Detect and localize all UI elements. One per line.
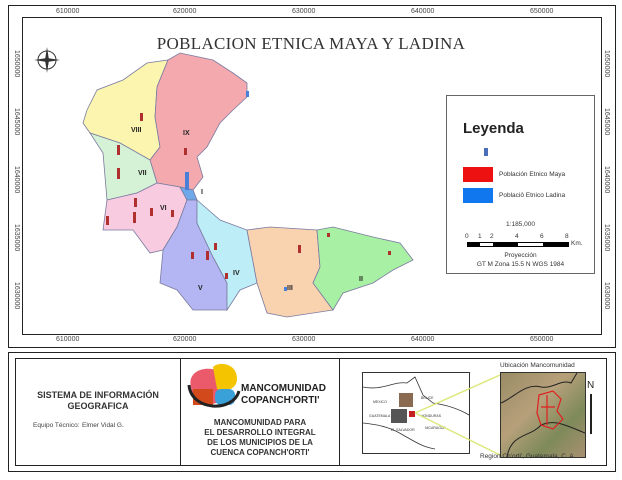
x-tick-top: 630000 xyxy=(292,8,316,15)
org-line: CUENCA COPANCH'ORTI' xyxy=(210,448,310,457)
footer-outer-frame xyxy=(8,352,616,472)
x-tick-bottom: 630000 xyxy=(292,336,316,343)
population-bar-ladina xyxy=(185,172,189,190)
scale-tick: 0 xyxy=(465,233,469,240)
team-label: Equipo Técnico: xyxy=(33,422,80,429)
x-tick-bottom: 640000 xyxy=(411,336,435,343)
projection-value: GT M Zona 15.5 N WGS 1984 xyxy=(476,261,565,268)
scale-tick: 6 xyxy=(540,233,544,240)
scale-tick: 1 xyxy=(478,233,482,240)
population-bar xyxy=(150,208,153,216)
country-label: HONDURAS xyxy=(421,414,442,418)
population-bar xyxy=(298,245,301,253)
population-bar xyxy=(140,113,143,121)
compass-rose-icon xyxy=(34,47,60,73)
org-line: DE LOS MUNICIPIOS DE LA xyxy=(207,438,313,447)
legend-box: Leyenda Población Etnico Maya Poblaciô E… xyxy=(446,95,595,274)
team-name: Elmer Vidal G. xyxy=(82,422,124,429)
central-america-map: MEXICO BELICE GUATEMALA HONDURAS EL SALV… xyxy=(363,376,469,450)
region-label: III xyxy=(287,285,293,292)
scale-tick: 4 xyxy=(515,233,519,240)
footer-inner-frame xyxy=(15,358,607,466)
x-tick-top: 610000 xyxy=(56,8,80,15)
org-line: EL DESARROLLO INTEGRAL xyxy=(204,428,316,437)
country-label: EL SALVADOR xyxy=(391,428,415,432)
legend-label-maya: Población Etnico Maya xyxy=(499,171,566,178)
country-label: NICARAGUA xyxy=(425,426,446,430)
legend-swatch-ladina xyxy=(463,188,493,203)
x-tick-bottom: 610000 xyxy=(56,336,80,343)
population-bar xyxy=(134,198,137,207)
logo-text: MANCOMUNIDAD xyxy=(241,383,326,394)
divider xyxy=(180,358,181,465)
north-arrow-icon xyxy=(590,394,592,434)
legend-title: Leyenda xyxy=(463,120,524,137)
scale-unit: Km. xyxy=(571,240,583,247)
population-bar xyxy=(225,273,228,279)
divider xyxy=(339,358,340,465)
municipalities-map: VIII IX VII VI I V IV III II xyxy=(82,52,414,318)
country-label: MEXICO xyxy=(373,400,387,404)
projection-label: Proyección xyxy=(504,252,537,259)
scale-tick: 2 xyxy=(490,233,494,240)
population-bar-ladina xyxy=(284,287,287,291)
map-title: POBLACION ETNICA MAYA Y LADINA xyxy=(156,34,466,53)
sig-title-2: GEOGRAFICA xyxy=(67,401,129,411)
region-relief-inset xyxy=(500,372,586,458)
population-bar xyxy=(184,148,187,155)
region-label: V xyxy=(198,285,203,292)
population-bar xyxy=(206,251,209,260)
population-bar xyxy=(117,145,120,155)
population-bars xyxy=(106,113,391,279)
population-bar xyxy=(214,243,217,250)
x-tick-top: 650000 xyxy=(530,8,554,15)
region-label: VIII xyxy=(131,127,142,134)
region-label: IX xyxy=(183,130,190,137)
inset-caption: Region Ch'orti', Guatemala, C. A. xyxy=(480,453,576,460)
population-bar-ladina xyxy=(246,91,249,97)
x-tick-bottom: 620000 xyxy=(173,336,197,343)
population-bar xyxy=(106,216,109,225)
x-tick-top: 640000 xyxy=(411,8,435,15)
sig-title: SISTEMA DE INFORMACIÓN xyxy=(37,390,159,400)
x-tick-bottom: 650000 xyxy=(530,336,554,343)
bar-symbol-icon xyxy=(484,148,488,156)
region-label: II xyxy=(359,276,363,283)
legend-swatch-maya xyxy=(463,167,493,182)
x-tick-top: 620000 xyxy=(173,8,197,15)
map-inner-frame xyxy=(22,17,602,335)
legend-label-ladina: Poblaciô Etnico Ladina xyxy=(499,192,566,199)
scale-tick: 8 xyxy=(565,233,569,240)
mancomunidad-logo: MANCOMUNIDAD COPANCH'ORTI' xyxy=(187,363,326,408)
inset-title: Ubicación Mancomunidad xyxy=(500,362,575,369)
scale-ratio: 1:185,000 xyxy=(506,221,535,228)
org-line: MANCOMUNIDAD PARA xyxy=(213,418,307,427)
population-bar xyxy=(133,212,136,223)
region-ix[interactable] xyxy=(149,52,248,191)
region-iv[interactable] xyxy=(196,199,258,312)
region-label: VI xyxy=(160,205,167,212)
population-bar xyxy=(327,233,330,237)
population-bar xyxy=(191,252,194,259)
region-label: IV xyxy=(233,270,240,277)
country-label: BELICE xyxy=(421,396,434,400)
region-label: VII xyxy=(138,170,147,177)
region-label: I xyxy=(201,189,203,196)
population-bar xyxy=(171,210,174,217)
chorti-region-map xyxy=(501,373,585,457)
logo-text: COPANCH'ORTI' xyxy=(241,395,319,406)
map-outer-frame xyxy=(8,5,616,348)
inset-north-label: N xyxy=(587,380,595,391)
country-label: GUATEMALA xyxy=(369,414,391,418)
region-ii[interactable] xyxy=(312,226,414,311)
population-bar xyxy=(117,168,120,179)
population-bar xyxy=(388,251,391,255)
scale-bar xyxy=(467,242,569,247)
